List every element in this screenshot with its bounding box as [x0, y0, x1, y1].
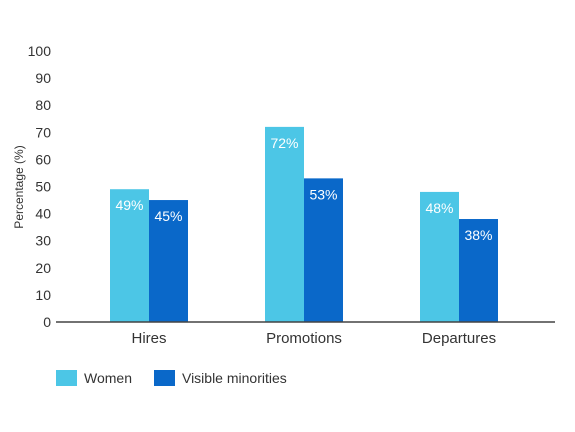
legend-label-visible-minorities: Visible minorities	[181, 370, 287, 386]
data-label: 45%	[154, 208, 182, 224]
legend: Women Visible minorities	[56, 370, 309, 386]
legend-swatch-women	[56, 370, 77, 386]
data-label: 49%	[115, 197, 143, 213]
bar	[149, 200, 188, 322]
legend-item-visible-minorities: Visible minorities	[153, 370, 287, 386]
bar-chart: 0 10 20 30 40 50 60 70 80 90 100 Percentage (%) 49…	[12, 43, 555, 347]
x-category-label: Departures	[422, 330, 496, 347]
category-labels: Hires Promotions Departures	[131, 330, 496, 347]
x-category-label: Promotions	[266, 330, 342, 347]
y-tick-label: 0	[43, 314, 51, 330]
data-label: 48%	[425, 200, 453, 216]
y-tick-label: 30	[35, 233, 51, 249]
legend-swatch-visible-minorities	[153, 370, 175, 386]
legend-label-women: Women	[84, 370, 132, 386]
bar	[420, 191, 459, 322]
bar	[304, 178, 343, 322]
legend-item-women: Women	[56, 370, 132, 386]
y-axis-label: Percentage (%)	[12, 145, 26, 228]
x-category-label: Hires	[131, 330, 166, 347]
data-label: 72%	[270, 135, 298, 151]
y-tick-label: 20	[35, 260, 51, 276]
y-tick-label: 60	[35, 151, 51, 167]
data-label: 53%	[309, 186, 337, 202]
data-label: 38%	[464, 227, 492, 243]
y-tick-label: 40	[35, 206, 51, 222]
bar	[459, 219, 498, 322]
y-tick-label: 90	[35, 70, 51, 86]
bar	[265, 126, 304, 322]
y-tick-label: 50	[35, 179, 51, 195]
y-tick-label: 70	[35, 124, 51, 140]
y-tick-label: 80	[35, 97, 51, 113]
y-axis-ticks: 0 10 20 30 40 50 60 70 80 90 100	[28, 43, 52, 330]
bar	[110, 189, 149, 322]
bars: 49% 45% 72% 53% 48% 38%	[110, 126, 498, 322]
y-tick-label: 100	[28, 43, 52, 59]
y-tick-label: 10	[35, 287, 51, 303]
